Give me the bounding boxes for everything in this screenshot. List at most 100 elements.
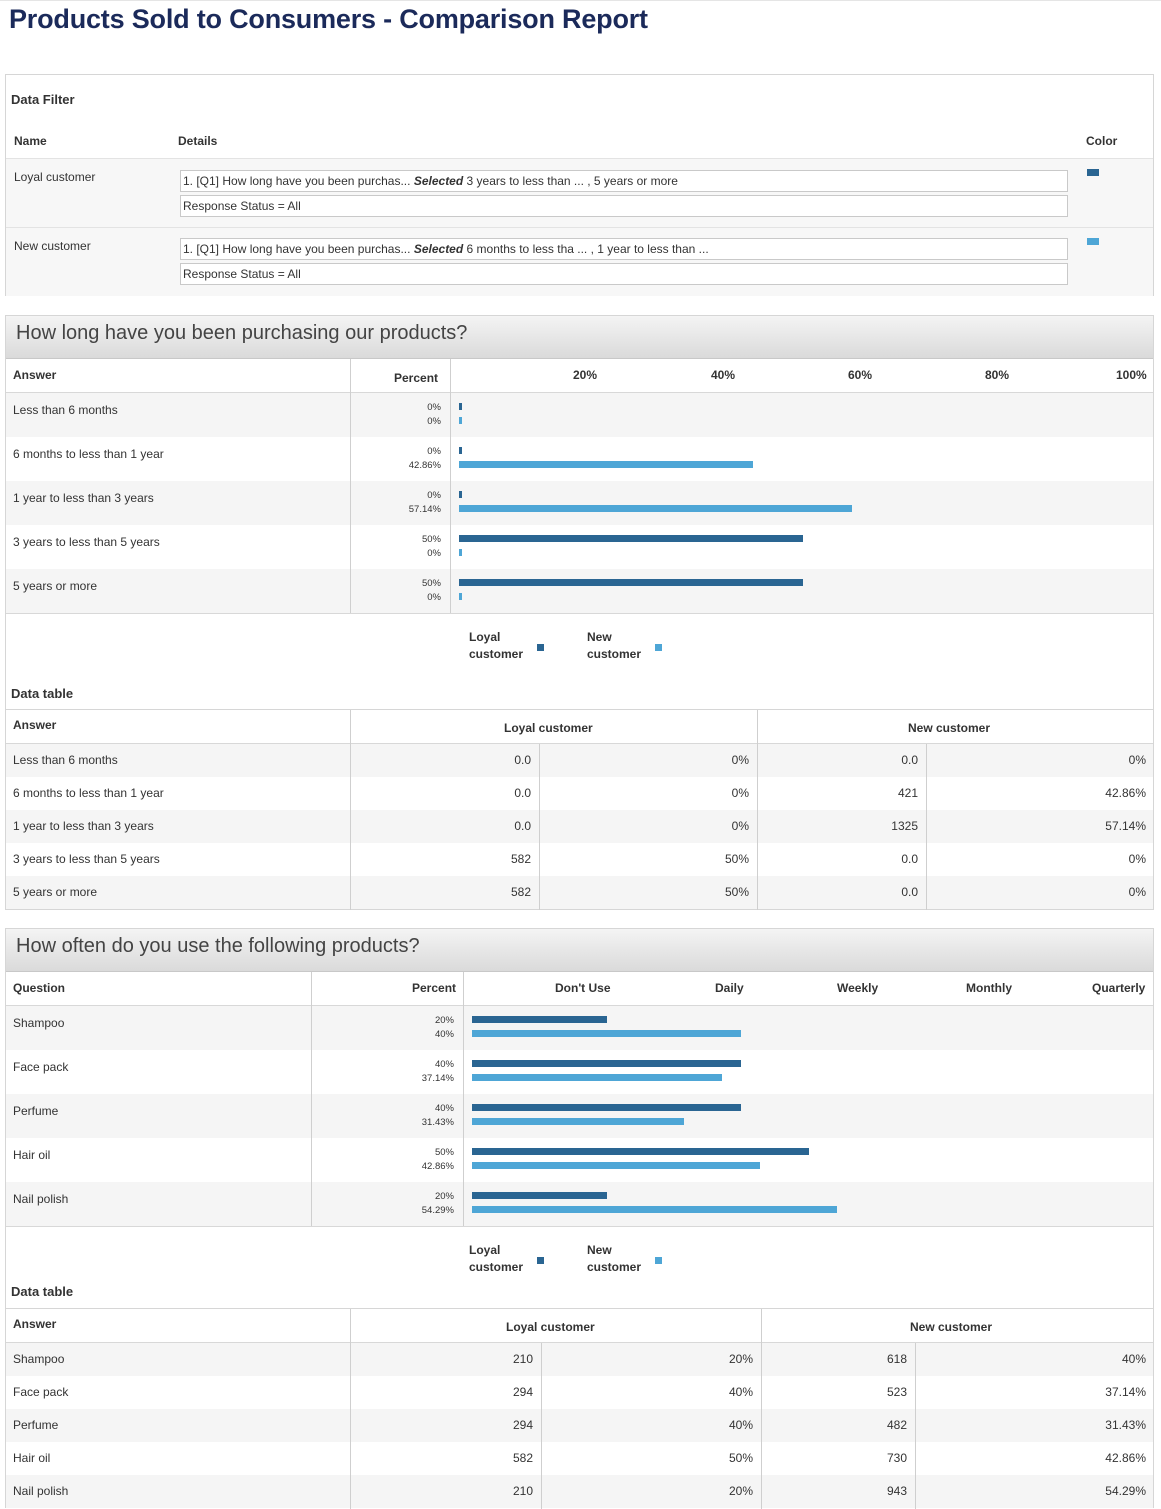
filter-question-box[interactable]: 1. [Q1] How long have you been purchas..… <box>180 170 1068 192</box>
q1-dt-col-answer: Answer <box>13 718 57 732</box>
percent-new: 0% <box>427 416 441 427</box>
table-cell-loyal-p: 40% <box>728 1385 753 1399</box>
q1-header: How long have you been purchasing our pr… <box>6 316 1153 359</box>
bar-new[interactable] <box>472 1162 760 1169</box>
q2-data-table: Answer Loyal customer New customer Shamp… <box>6 1308 1153 1509</box>
q1-dt-col-loyal: Loyal customer <box>504 721 593 735</box>
q1-col-answer: Answer <box>13 368 57 382</box>
q2-col-question: Question <box>13 981 66 995</box>
table-cell-new-n: 421 <box>897 786 918 800</box>
table-cell-new-p: 42.86% <box>1105 786 1146 800</box>
color-swatch <box>1087 169 1099 176</box>
table-cell-new-n: 618 <box>886 1352 907 1366</box>
q1-dt-col-new: New customer <box>908 721 991 735</box>
q2-data-table-title: Data table <box>11 1284 74 1299</box>
chart-row-percent: 40% 31.43% <box>394 1102 454 1130</box>
percent-new: 42.86% <box>421 1161 454 1172</box>
table-row: Less than 6 months 0.0 0% 0.0 0% <box>6 744 1153 777</box>
table-cell-loyal-n: 210 <box>512 1352 533 1366</box>
table-cell-loyal-p: 20% <box>728 1352 753 1366</box>
bar-loyal[interactable] <box>459 447 462 454</box>
filter-status-box[interactable]: Response Status = All <box>180 195 1068 217</box>
table-cell-new-n: 523 <box>886 1385 907 1399</box>
table-row: Perfume 294 40% 482 31.43% <box>6 1409 1153 1442</box>
table-cell-loyal-p: 50% <box>724 885 749 899</box>
legend-loyal-swatch <box>537 1257 544 1264</box>
table-cell-loyal-n: 210 <box>512 1484 533 1498</box>
chart-row-percent: 40% 37.14% <box>394 1058 454 1086</box>
legend-new: New customer <box>587 1243 642 1274</box>
bar-new[interactable] <box>472 1074 722 1081</box>
filter-header-color: Color <box>1086 134 1118 148</box>
chart-row: Shampoo 20% 40% <box>6 1006 1153 1050</box>
percent-loyal: 50% <box>434 1147 454 1158</box>
q2-dt-col-new: New customer <box>910 1320 993 1334</box>
filter-status-box[interactable]: Response Status = All <box>180 263 1068 285</box>
q2-tick-label: Don't Use <box>555 981 611 995</box>
percent-loyal: 0% <box>427 402 441 413</box>
table-cell-new-p: 57.14% <box>1105 819 1146 833</box>
q2-tick-label: Monthly <box>966 981 1012 995</box>
bar-loyal[interactable] <box>459 535 803 542</box>
table-cell-new-p: 31.43% <box>1105 1418 1146 1432</box>
chart-row-percent: 20% 40% <box>394 1014 454 1042</box>
table-cell-new-p: 0% <box>1128 885 1146 899</box>
chart-row: Less than 6 months 0% 0% <box>6 393 1153 437</box>
filter-question-box[interactable]: 1. [Q1] How long have you been purchas..… <box>180 238 1068 260</box>
percent-loyal: 40% <box>434 1103 454 1114</box>
chart-row-label: 5 years or more <box>13 579 98 593</box>
percent-new: 57.14% <box>408 504 441 515</box>
table-cell-loyal-n: 582 <box>512 1451 533 1465</box>
chart-row-label: Perfume <box>13 1104 59 1118</box>
q2-dt-col-answer: Answer <box>13 1317 57 1331</box>
bar-new[interactable] <box>459 549 462 556</box>
chart-row-label: 3 years to less than 5 years <box>13 535 160 549</box>
table-cell-new-n: 943 <box>886 1484 907 1498</box>
bar-new[interactable] <box>459 461 753 468</box>
q1-tick-label: 20% <box>573 368 598 382</box>
q2-title: How often do you use the following produ… <box>16 935 420 957</box>
legend-loyal: Loyal customer <box>469 1243 524 1274</box>
table-row: Face pack 294 40% 523 37.14% <box>6 1376 1153 1409</box>
table-cell-new-p: 54.29% <box>1105 1484 1146 1498</box>
table-cell-new-p: 37.14% <box>1105 1385 1146 1399</box>
bar-new[interactable] <box>459 417 462 424</box>
bar-loyal[interactable] <box>459 579 803 586</box>
filter-selected-label: Selected <box>413 242 464 256</box>
table-row: 6 months to less than 1 year 0.0 0% 421 42.8… <box>6 777 1153 810</box>
legend-new-swatch <box>655 1257 662 1264</box>
percent-new: 42.86% <box>408 460 441 471</box>
chart-row-percent: 0% 57.14% <box>381 489 441 517</box>
table-cell-new-n: 0.0 <box>901 753 918 767</box>
table-cell-new-n: 730 <box>886 1451 907 1465</box>
q1-data-table: Answer Loyal customer New customer Less … <box>6 709 1153 910</box>
filter-row-loyal[interactable]: Loyal customer 1. [Q1] How long have you… <box>6 158 1153 227</box>
q2-section: How often do you use the following produ… <box>5 928 1154 1509</box>
table-cell-answer: 6 months to less than 1 year <box>13 786 164 800</box>
chart-row-percent: 0% 0% <box>381 401 441 429</box>
bar-loyal[interactable] <box>459 403 462 410</box>
filter-header-name: Name <box>14 134 47 148</box>
table-cell-new-n: 0.0 <box>901 852 918 866</box>
bar-loyal[interactable] <box>472 1060 741 1067</box>
table-cell-answer: 1 year to less than 3 years <box>13 819 154 833</box>
bar-new[interactable] <box>472 1030 741 1037</box>
bar-new[interactable] <box>472 1118 684 1125</box>
bar-loyal[interactable] <box>472 1192 607 1199</box>
bar-new[interactable] <box>472 1206 837 1213</box>
table-cell-answer: Hair oil <box>13 1451 51 1465</box>
table-cell-new-n: 482 <box>886 1418 907 1432</box>
bar-loyal[interactable] <box>472 1016 607 1023</box>
bar-loyal[interactable] <box>459 491 462 498</box>
table-cell-answer: Face pack <box>13 1385 69 1399</box>
table-cell-new-p: 42.86% <box>1105 1451 1146 1465</box>
table-cell-loyal-n: 0.0 <box>514 786 531 800</box>
chart-row: Face pack 40% 37.14% <box>6 1050 1153 1094</box>
bar-new[interactable] <box>459 593 462 600</box>
chart-row-percent: 50% 0% <box>381 533 441 561</box>
table-cell-new-n: 1325 <box>891 819 918 833</box>
bar-loyal[interactable] <box>472 1104 741 1111</box>
filter-row-new[interactable]: New customer 1. [Q1] How long have you b… <box>6 227 1153 296</box>
bar-loyal[interactable] <box>472 1148 809 1155</box>
bar-new[interactable] <box>459 505 852 512</box>
